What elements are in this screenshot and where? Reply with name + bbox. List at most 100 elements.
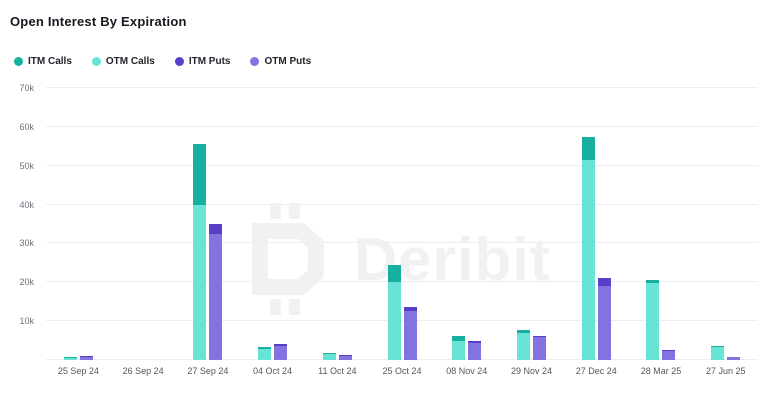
bar-25-sep-24-puts[interactable] xyxy=(79,88,93,360)
y-axis-labels: 70k 60k 50k 40k 30k 20k 10k xyxy=(0,83,40,360)
gridline-40k xyxy=(46,203,758,205)
bar-segment-itm-puts[interactable] xyxy=(533,335,546,337)
bar-segment-otm-puts[interactable] xyxy=(662,350,676,360)
y-tick-label-50k: 50k xyxy=(19,160,34,171)
gridline-10k xyxy=(46,320,758,322)
legend-item-otm-puts[interactable]: OTM Puts xyxy=(250,56,311,67)
bar-25-sep-24-calls[interactable] xyxy=(63,88,77,360)
bar-08-nov-24-puts[interactable] xyxy=(468,88,482,360)
bar-segment-itm-calls[interactable] xyxy=(711,345,725,347)
legend-label: OTM Calls xyxy=(105,56,155,67)
bar-group-27-sep-24 xyxy=(175,88,240,360)
chart-area: Deribit 70k 60k 50k 40k 30k 20k 10k xyxy=(0,83,768,360)
bar-segment-otm-calls[interactable] xyxy=(452,340,466,360)
gridline-50k xyxy=(46,164,758,166)
bar-segment-otm-calls[interactable] xyxy=(646,283,660,360)
y-tick-label-40k: 40k xyxy=(19,199,34,210)
bar-segment-otm-puts[interactable] xyxy=(338,356,352,360)
bar-11-oct-24-calls[interactable] xyxy=(322,88,336,360)
bar-27-jun-25-calls[interactable] xyxy=(711,88,725,360)
bar-group-27-jun-25 xyxy=(693,88,758,360)
bar-segment-itm-calls[interactable] xyxy=(387,264,401,283)
x-tick-label-27-dec-24: 27 Dec 24 xyxy=(575,366,617,376)
chart-legend: ITM Calls OTM Calls ITM Puts OTM Puts xyxy=(14,56,311,67)
bar-segment-otm-puts[interactable] xyxy=(727,356,741,360)
bar-segment-itm-calls[interactable] xyxy=(258,346,272,349)
bar-segment-otm-puts[interactable] xyxy=(403,311,417,360)
bar-group-28-mar-25 xyxy=(629,88,694,360)
bar-08-nov-24-calls[interactable] xyxy=(452,88,466,360)
legend-item-itm-calls[interactable]: ITM Calls xyxy=(14,56,72,67)
bar-25-oct-24-puts[interactable] xyxy=(403,88,417,360)
gridline-30k xyxy=(46,242,758,244)
x-tick-label-26-sep-24: 26 Sep 24 xyxy=(122,366,164,376)
bar-29-nov-24-calls[interactable] xyxy=(517,88,530,360)
bar-28-mar-25-puts[interactable] xyxy=(662,88,676,360)
bar-segment-itm-calls[interactable] xyxy=(581,136,595,160)
bar-group-25-sep-24 xyxy=(46,88,111,360)
bar-segment-itm-calls[interactable] xyxy=(452,335,466,341)
legend-label: ITM Calls xyxy=(28,56,72,67)
plot-area xyxy=(46,87,758,360)
bar-segment-itm-puts[interactable] xyxy=(468,340,482,343)
bar-27-jun-25-puts[interactable] xyxy=(727,88,741,360)
bar-segment-otm-puts[interactable] xyxy=(79,356,93,360)
legend-item-itm-puts[interactable]: ITM Puts xyxy=(174,56,231,67)
bar-segment-otm-calls[interactable] xyxy=(63,357,77,360)
y-tick-label-10k: 10k xyxy=(19,316,34,327)
bar-group-27-dec-24 xyxy=(564,88,629,360)
bar-segment-itm-puts[interactable] xyxy=(403,307,417,312)
bar-segment-otm-puts[interactable] xyxy=(468,342,482,360)
legend-label: ITM Puts xyxy=(188,56,231,67)
bar-segment-otm-puts[interactable] xyxy=(597,286,611,360)
bar-27-sep-24-puts[interactable] xyxy=(209,88,223,360)
bar-segment-otm-calls[interactable] xyxy=(258,348,272,360)
gridline-60k xyxy=(46,125,758,127)
bar-25-oct-24-calls[interactable] xyxy=(387,88,401,360)
bar-segment-itm-calls[interactable] xyxy=(193,144,207,205)
x-tick-label-25-sep-24: 25 Sep 24 xyxy=(57,366,99,376)
y-tick-label-20k: 20k xyxy=(19,277,34,288)
bar-04-oct-24-puts[interactable] xyxy=(274,88,288,360)
legend-label: OTM Puts xyxy=(264,56,312,67)
bar-26-sep-24-calls[interactable] xyxy=(129,88,142,360)
x-tick-label-28-mar-25: 28 Mar 25 xyxy=(640,366,682,376)
bar-11-oct-24-puts[interactable] xyxy=(338,88,352,360)
bar-26-sep-24-puts[interactable] xyxy=(145,88,158,360)
bar-segment-otm-calls[interactable] xyxy=(517,332,530,360)
bar-04-oct-24-calls[interactable] xyxy=(258,88,272,360)
bar-27-sep-24-calls[interactable] xyxy=(193,88,207,360)
bar-segment-itm-puts[interactable] xyxy=(597,278,611,287)
legend-item-otm-calls[interactable]: OTM Calls xyxy=(91,56,155,67)
bar-29-nov-24-puts[interactable] xyxy=(533,88,546,360)
x-tick-label-27-jun-25: 27 Jun 25 xyxy=(705,366,746,376)
y-tick-label-30k: 30k xyxy=(19,238,34,249)
bar-segment-otm-calls[interactable] xyxy=(193,204,207,360)
bar-segment-otm-calls[interactable] xyxy=(322,354,336,360)
legend-dot-icon xyxy=(14,57,23,66)
x-tick-label-29-nov-24: 29 Nov 24 xyxy=(510,366,553,376)
bar-segment-otm-puts[interactable] xyxy=(533,336,546,360)
bar-segment-otm-puts[interactable] xyxy=(274,345,288,360)
bar-segment-otm-calls[interactable] xyxy=(581,159,595,360)
legend-dot-icon xyxy=(91,57,101,66)
bar-segment-otm-calls[interactable] xyxy=(387,282,401,360)
bar-27-dec-24-calls[interactable] xyxy=(581,88,595,360)
bar-segment-itm-puts[interactable] xyxy=(274,344,288,346)
bar-segment-itm-puts[interactable] xyxy=(662,349,676,351)
bar-28-mar-25-calls[interactable] xyxy=(646,88,660,360)
y-tick-label-70k: 70k xyxy=(19,83,34,93)
x-tick-label-25-oct-24: 25 Oct 24 xyxy=(382,366,422,376)
bar-segment-otm-calls[interactable] xyxy=(711,346,725,360)
bar-segment-itm-puts[interactable] xyxy=(209,224,223,234)
bar-segment-otm-puts[interactable] xyxy=(209,233,223,360)
bar-group-11-oct-24 xyxy=(305,88,370,360)
bar-segment-itm-calls[interactable] xyxy=(322,353,336,355)
bar-27-dec-24-puts[interactable] xyxy=(597,88,611,360)
legend-dot-icon xyxy=(250,57,260,66)
bar-segment-itm-puts[interactable] xyxy=(338,355,352,357)
x-axis-labels: 25 Sep 24 26 Sep 24 27 Sep 24 04 Oct 24 11 O… xyxy=(46,366,758,376)
bar-segment-itm-calls[interactable] xyxy=(517,329,530,333)
bar-segment-itm-calls[interactable] xyxy=(646,280,660,284)
